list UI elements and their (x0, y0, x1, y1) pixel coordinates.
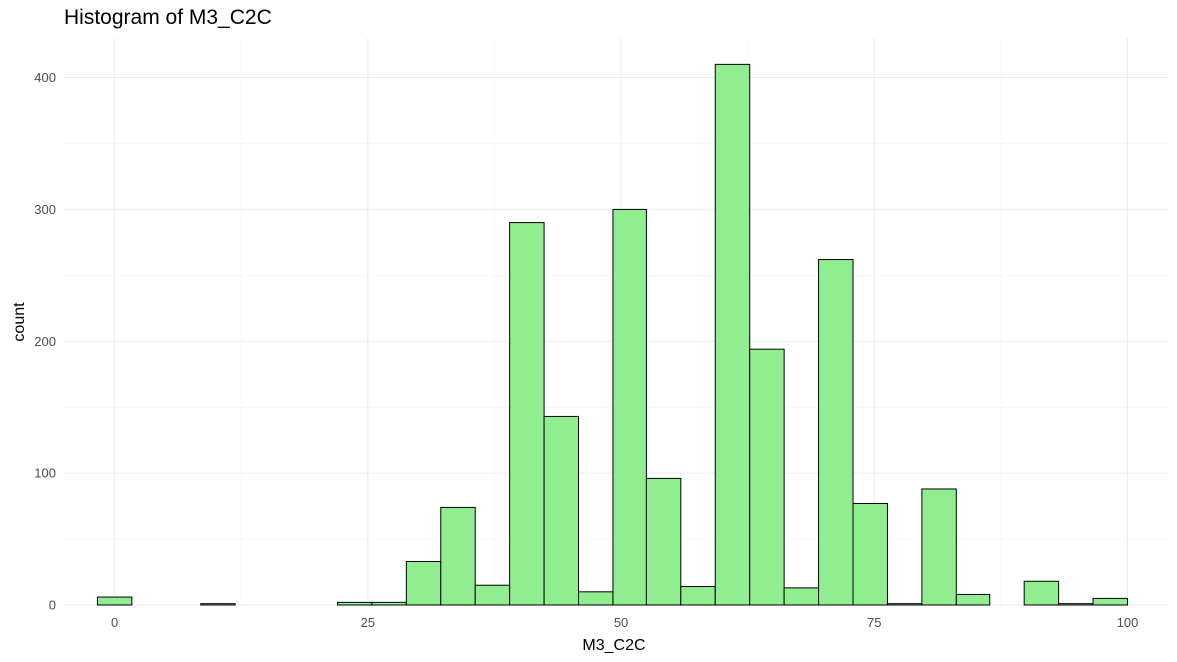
y-tick-label: 0 (49, 598, 56, 613)
y-tick-label: 300 (34, 202, 56, 217)
histogram-bar (1023, 580, 1060, 606)
histogram-bar (749, 348, 785, 606)
histogram-bar (612, 208, 647, 606)
x-tick-label: 100 (1117, 615, 1139, 630)
histogram-bar (783, 587, 820, 606)
histogram-bar (921, 488, 957, 606)
histogram-bar (96, 596, 133, 606)
histogram-bar (440, 506, 476, 606)
y-tick-label: 200 (34, 334, 56, 349)
histogram-bar (543, 415, 580, 606)
chart-title: Histogram of M3_C2C (64, 6, 272, 29)
x-axis-ticks: 0 25 50 75 100 (111, 615, 1138, 630)
histogram-bar (955, 593, 991, 606)
y-tick-label: 100 (34, 466, 56, 481)
histogram-bar (886, 603, 923, 606)
histogram-bar (474, 584, 511, 606)
histogram-bar (578, 591, 614, 606)
histogram-bar (509, 222, 545, 606)
histogram-bar (1092, 597, 1128, 606)
x-tick-label: 50 (614, 615, 628, 630)
histogram-bar (1058, 603, 1094, 606)
x-tick-label: 75 (867, 615, 881, 630)
histogram-bar (645, 477, 682, 606)
histogram-bar (714, 63, 751, 606)
histogram-bar (818, 259, 854, 606)
x-axis-title: M3_C2C (582, 637, 645, 654)
y-axis-ticks: 0 100 200 300 400 (34, 70, 56, 612)
x-tick-label: 25 (361, 615, 375, 630)
y-axis-title: count (11, 302, 28, 342)
histogram-bar (680, 586, 716, 606)
histogram-bar (371, 601, 407, 606)
histogram-bar (405, 560, 442, 606)
histogram-bar (336, 601, 373, 606)
bars (96, 63, 1128, 606)
histogram-bar (200, 603, 236, 606)
x-tick-label: 0 (111, 615, 118, 630)
histogram-bar (852, 502, 888, 606)
y-tick-label: 400 (34, 70, 56, 85)
